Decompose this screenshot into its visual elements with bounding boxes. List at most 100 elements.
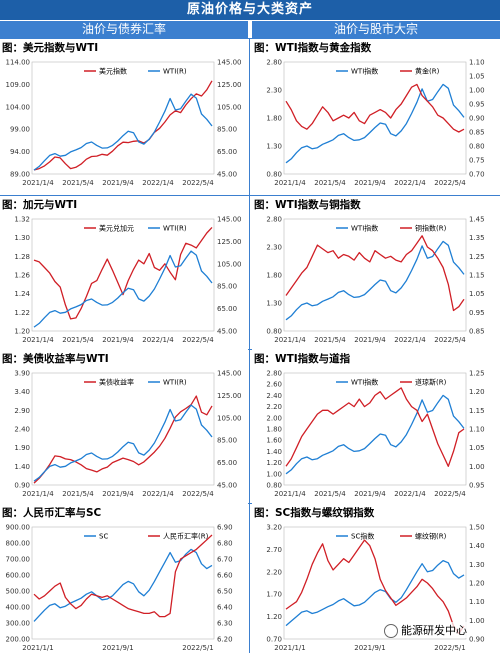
y-right-tick-label: 1.20 — [469, 388, 485, 396]
y-left-tick-label: 1.20 — [266, 613, 282, 621]
chart-usd-index-wti: 89.00 94.00 99.00 104.00 109.00 114.00 45.00 65… — [6, 59, 242, 188]
y-left-tick-label: 1.40 — [14, 463, 30, 471]
y-left-tick-label: 600.00 — [6, 572, 31, 580]
y-left-tick-label: 2.20 — [266, 568, 282, 576]
chart-panel-wti-dow: 图：WTI指数与道指 0.80 1.00 1.20 1.40 1.60 1.80 2.00 2… — [252, 351, 500, 506]
y-left-tick-label: 0.80 — [266, 328, 282, 336]
y-right-tick-label: 45.00 — [217, 171, 237, 179]
y-left-tick-label: 2.40 — [14, 426, 30, 434]
y-left-tick-label: 2.20 — [266, 403, 282, 411]
x-tick-label: 2021/9/4 — [354, 179, 386, 187]
chart-title: 图：SC指数与螺纹钢指数 — [254, 507, 375, 519]
y-right-tick-label: 1.15 — [469, 407, 485, 415]
y-left-tick-label: 2.00 — [266, 414, 282, 422]
chart-title: 图：WTI指数与黄金指数 — [254, 42, 372, 54]
y-right-tick-label: 45.00 — [217, 328, 237, 336]
chart-rmb-sc: 200.00 300.00 400.00 500.00 600.00 700.00 800.… — [6, 524, 233, 653]
y-left-tick-label: 1.80 — [266, 272, 282, 280]
plot-frame — [31, 372, 215, 486]
x-tick-label: 2022/1/4 — [142, 490, 174, 498]
y-left-tick-label: 500.00 — [6, 588, 31, 596]
y-left-tick-label: 1.90 — [14, 444, 30, 452]
wechat-icon — [384, 624, 398, 638]
plot-frame — [31, 218, 215, 332]
chart-wti-copper: 0.80 1.30 1.80 2.30 2.80 0.85 0.95 1.05 1.15 1.25… — [266, 216, 485, 345]
x-tick-label: 2022/5/1 — [434, 644, 465, 652]
x-tick-label: 2022/1/4 — [394, 490, 426, 498]
x-tick-label: 2021/1/4 — [274, 336, 306, 344]
chart-sc-rebar: 0.70 1.20 1.70 2.20 2.70 3.20 0.90 1.00 1.10 1.20… — [266, 524, 485, 653]
series-line — [285, 387, 465, 467]
y-right-tick-label: 85.00 — [217, 283, 237, 291]
series-line — [33, 395, 213, 484]
plot-frame — [31, 526, 215, 640]
series-line — [285, 83, 465, 164]
y-left-tick-label: 1.60 — [266, 437, 282, 445]
y-right-tick-label: 1.30 — [469, 561, 485, 569]
series-line — [285, 240, 465, 321]
row-divider — [0, 503, 500, 504]
legend-label: WTI(R) — [163, 379, 187, 387]
y-right-tick-label: 6.70 — [217, 556, 233, 564]
watermark: 能源研发中心 — [382, 622, 469, 638]
y-right-tick-label: 1.15 — [469, 272, 485, 280]
y-left-tick-label: 1.26 — [14, 272, 30, 280]
x-tick-label: 2021/5/4 — [62, 490, 94, 498]
y-left-tick-label: 1.00 — [266, 470, 282, 478]
watermark-text: 能源研发中心 — [401, 624, 467, 637]
left-section-header: 油价与债券汇率 — [0, 21, 248, 38]
x-tick-label: 2021/1/4 — [274, 179, 306, 187]
y-left-tick-label: 1.30 — [266, 300, 282, 308]
y-left-tick-label: 0.80 — [266, 482, 282, 490]
plot-frame — [283, 526, 467, 640]
x-tick-label: 2021/5/4 — [314, 336, 346, 344]
y-left-tick-label: 114.00 — [6, 59, 31, 67]
y-right-tick-label: 0.95 — [469, 101, 485, 109]
x-tick-label: 2022/5/4 — [182, 336, 214, 344]
legend-label: WTI指数 — [351, 67, 378, 76]
y-right-tick-label: 85.00 — [217, 126, 237, 134]
y-right-tick-label: 1.25 — [469, 253, 485, 261]
row-divider — [0, 349, 500, 350]
page-title: 原油价格与大类资产 — [0, 0, 500, 20]
x-tick-label: 2021/1/4 — [22, 490, 54, 498]
plot-frame — [283, 218, 467, 332]
y-right-tick-label: 1.00 — [469, 617, 485, 625]
y-left-tick-label: 99.00 — [10, 126, 30, 134]
y-right-tick-label: 1.50 — [469, 524, 485, 532]
chart-panel-cad-wti: 图：加元与WTI 1.20 1.22 1.24 1.26 1.28 1.30 1.32 45.… — [0, 197, 248, 352]
chart-ust-yield-wti: 0.90 1.40 1.90 2.40 2.90 3.40 3.90 45.00 65.00 85… — [14, 370, 241, 499]
y-left-tick-label: 2.30 — [266, 87, 282, 95]
plot-frame — [31, 61, 215, 175]
y-left-tick-label: 400.00 — [6, 604, 31, 612]
x-tick-label: 2022/1/4 — [394, 179, 426, 187]
row-divider — [0, 38, 500, 39]
legend-label: WTI指数 — [351, 224, 378, 233]
y-right-tick-label: 125.00 — [217, 81, 242, 89]
y-right-tick-label: 0.90 — [469, 636, 485, 644]
y-left-tick-label: 1.30 — [14, 234, 30, 242]
y-left-tick-label: 300.00 — [6, 620, 31, 628]
y-left-tick-label: 2.80 — [266, 59, 282, 67]
y-right-tick-label: 65.00 — [217, 148, 237, 156]
y-left-tick-label: 0.90 — [14, 482, 30, 490]
series-line — [285, 83, 465, 133]
x-tick-label: 2021/1/4 — [274, 490, 306, 498]
series-line — [33, 93, 213, 171]
legend-label: 黄金(R) — [415, 67, 440, 76]
x-tick-label: 2021/5/4 — [314, 179, 346, 187]
chart-panel-rmb-sc: 图：人民币汇率与SC 200.00 300.00 400.00 500.00 600.0… — [0, 505, 248, 653]
y-right-tick-label: 1.40 — [469, 542, 485, 550]
legend-label: 美债收益率 — [99, 378, 134, 387]
y-right-tick-label: 6.90 — [217, 524, 233, 532]
y-left-tick-label: 1.80 — [266, 426, 282, 434]
chart-title: 图：加元与WTI — [2, 199, 78, 211]
series-line — [285, 539, 465, 635]
y-right-tick-label: 6.50 — [217, 588, 233, 596]
x-tick-label: 2022/5/4 — [434, 179, 466, 187]
series-line — [33, 226, 213, 320]
y-right-tick-label: 65.00 — [217, 459, 237, 467]
chart-panel-usd-index-wti: 图：美元指数与WTI 89.00 94.00 99.00 104.00 109.00 11… — [0, 40, 248, 195]
y-right-tick-label: 0.70 — [469, 171, 485, 179]
y-left-tick-label: 1.22 — [14, 309, 30, 317]
